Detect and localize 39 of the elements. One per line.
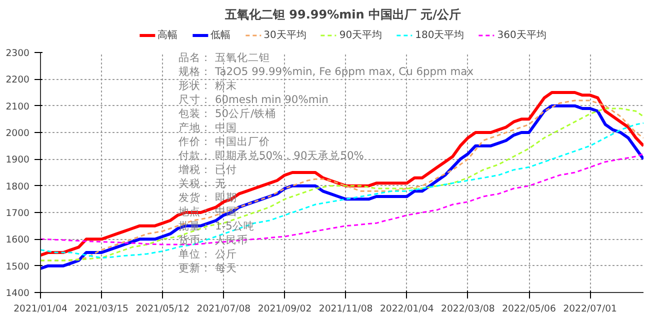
y-tick-label: 2200	[6, 74, 30, 86]
annotation: 单位： 公斤	[178, 247, 237, 260]
y-tick-label: 2100	[6, 101, 30, 112]
x-tick-label: 2021/07/08	[196, 304, 251, 314]
annotation: 尺寸： 60mesh min 90%min	[178, 92, 328, 106]
y-tick-label: 1400	[6, 288, 30, 299]
x-tick-label: 2021/11/08	[318, 304, 373, 314]
annotation: 形状： 粉末	[178, 78, 237, 92]
y-tick-label: 2300	[6, 48, 30, 59]
x-tick-label: 2022/07/01	[563, 304, 618, 314]
y-tick-label: 1700	[6, 208, 30, 219]
x-tick-label: 2022/01/04	[380, 304, 434, 314]
annotation: 发货： 即期	[178, 191, 237, 204]
y-tick-label: 1800	[6, 181, 30, 192]
chart-title: 五氧化二钽 99.99%min 中国出厂 元/公斤	[224, 8, 462, 22]
legend-label: 360天平均	[497, 29, 546, 42]
annotation: 作价： 中国出厂价	[178, 135, 270, 148]
legend-label: 180天平均	[415, 29, 464, 42]
legend-label: 低幅	[210, 29, 231, 42]
y-tick-label: 1500	[6, 261, 30, 272]
annotation: 包装： 50公斤/铁桶	[178, 106, 276, 120]
annotation: 品名： 五氧化二钽	[178, 50, 270, 64]
x-tick-label: 2022/05/06	[502, 304, 556, 314]
x-tick-label: 2021/03/15	[74, 304, 129, 314]
x-tick-label: 2022/03/08	[441, 304, 495, 314]
y-tick-label: 1600	[6, 234, 30, 246]
x-tick-label: 2021/05/12	[136, 304, 190, 314]
legend-label: 30天平均	[264, 29, 306, 42]
annotation: 更新： 每天	[178, 261, 237, 274]
y-tick-label: 2000	[6, 128, 30, 139]
annotation: 付款： 即期承兑50%，90天承兑50%	[178, 149, 364, 162]
x-tick-label: 2021/09/02	[258, 304, 312, 314]
annotation: 增税： 已付	[178, 163, 237, 176]
y-tick-label: 1900	[6, 154, 30, 166]
annotation: 产地： 中国	[178, 121, 237, 134]
annotation: 规格： Ta2O5 99.99%min, Fe 6ppm max, Cu 6ppm max	[178, 64, 474, 78]
x-tick-label: 2021/01/04	[14, 304, 68, 314]
legend-label: 90天平均	[339, 29, 382, 42]
legend-label: 高幅	[158, 28, 178, 42]
